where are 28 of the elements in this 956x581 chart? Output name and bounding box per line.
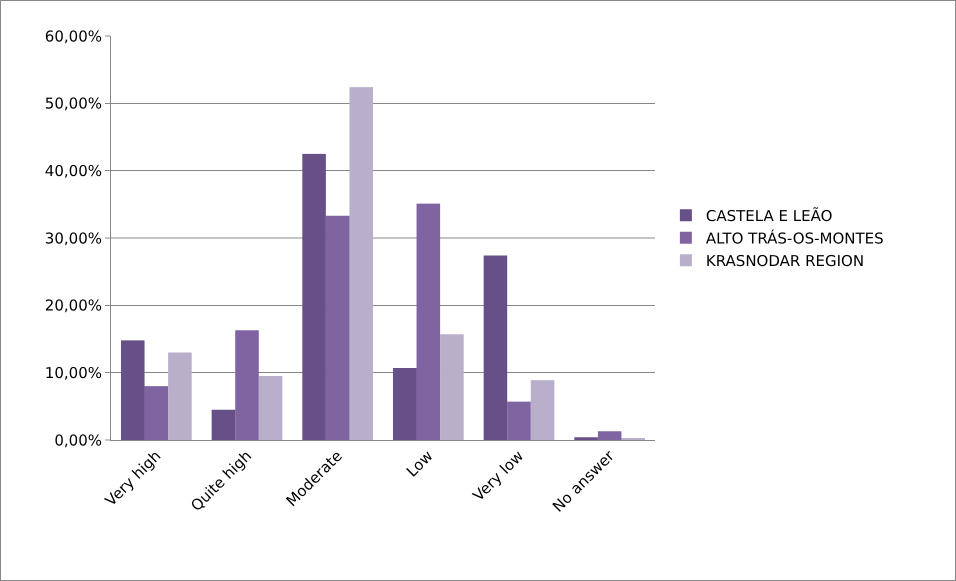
bar bbox=[212, 410, 236, 440]
bar bbox=[440, 334, 464, 440]
bar bbox=[484, 256, 508, 440]
bar bbox=[144, 386, 168, 440]
bar bbox=[326, 216, 350, 440]
bar bbox=[574, 437, 598, 440]
y-tick-label: 60,00% bbox=[44, 27, 102, 46]
bar bbox=[349, 87, 374, 440]
bar bbox=[168, 352, 192, 440]
y-tick-label: 50,00% bbox=[44, 94, 102, 113]
bar bbox=[416, 204, 440, 440]
legend-label: ALTO TRÁS-OS-MONTES bbox=[706, 230, 884, 248]
bar bbox=[235, 330, 259, 440]
y-tick-label: 30,00% bbox=[44, 229, 102, 248]
legend-label: CASTELA E LEÃO bbox=[706, 207, 832, 226]
bar bbox=[507, 402, 531, 440]
y-tick-label: 10,00% bbox=[44, 364, 102, 382]
y-tick-label: 40,00% bbox=[44, 162, 102, 180]
bar bbox=[392, 368, 417, 440]
bar bbox=[302, 154, 326, 440]
bar bbox=[598, 431, 622, 440]
bar bbox=[258, 376, 282, 440]
y-tick-label: 0,00% bbox=[54, 431, 102, 450]
bar bbox=[530, 380, 554, 440]
x-tick-label: Low bbox=[402, 446, 436, 481]
bar bbox=[120, 340, 145, 440]
legend-label: KRASNODAR REGION bbox=[706, 252, 864, 270]
y-tick-label: 20,00% bbox=[44, 296, 102, 315]
